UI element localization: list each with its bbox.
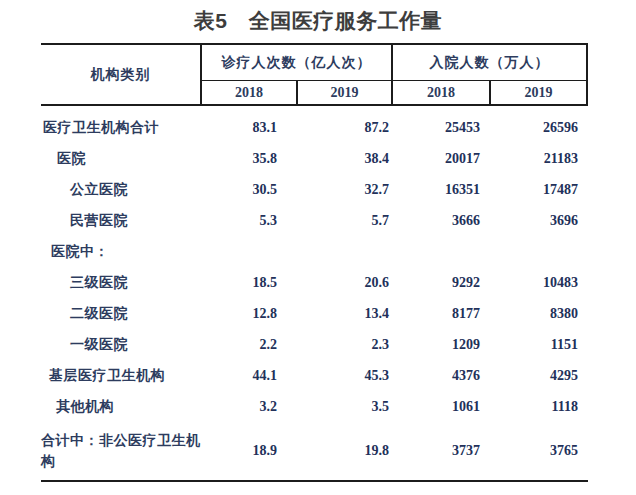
value-cell: 20017	[393, 151, 491, 167]
row-label: 二级医院	[41, 303, 202, 324]
report-page: 表5 全国医疗服务工作量 机构类别 诊疗人次数（亿人次） 2018 2019 入…	[0, 0, 636, 495]
table-row: 二级医院 12.8 13.4 8177 8380	[41, 298, 588, 329]
value-cell: 25453	[393, 120, 491, 136]
value-cell: 1209	[393, 337, 491, 353]
value-cell: 13.4	[298, 306, 393, 322]
year-header-2018: 2018	[202, 81, 298, 104]
value-cell: 5.3	[202, 213, 298, 229]
table-row: 医疗卫生机构合计 83.1 87.2 25453 26596	[41, 112, 588, 143]
value-cell: 19.8	[298, 443, 393, 459]
year-header-2019: 2019	[491, 81, 586, 104]
table-row: 合计中：非公医疗卫生机构 18.9 19.8 3737 3765	[41, 422, 588, 480]
medical-service-workload-table: 机构类别 诊疗人次数（亿人次） 2018 2019 入院人数（万人） 2018 …	[41, 43, 588, 482]
value-cell: 38.4	[298, 151, 393, 167]
category-header-cell: 机构类别	[41, 45, 202, 104]
row-label: 医疗卫生机构合计	[41, 117, 202, 138]
group-label-admissions: 入院人数（万人）	[393, 45, 586, 81]
row-label: 其他机构	[41, 396, 202, 417]
row-label: 基层医疗卫生机构	[41, 365, 202, 386]
table-row: 民营医院 5.3 5.7 3666 3696	[41, 205, 588, 236]
row-label: 一级医院	[41, 334, 202, 355]
table-row: 三级医院 18.5 20.6 9292 10483	[41, 267, 588, 298]
value-cell: 45.3	[298, 368, 393, 384]
value-cell: 26596	[491, 120, 588, 136]
year-header-2018: 2018	[393, 81, 491, 104]
row-label: 三级医院	[41, 272, 202, 293]
table-row: 基层医疗卫生机构 44.1 45.3 4376 4295	[41, 360, 588, 391]
value-cell: 32.7	[298, 182, 393, 198]
group-label-visits: 诊疗人次数（亿人次）	[202, 45, 391, 81]
value-cell: 3765	[491, 443, 588, 459]
table-row: 医院 35.8 38.4 20017 21183	[41, 143, 588, 174]
value-cell: 3696	[491, 213, 588, 229]
value-cell: 5.7	[298, 213, 393, 229]
value-cell: 35.8	[202, 151, 298, 167]
table-title: 表5 全国医疗服务工作量	[0, 7, 636, 35]
value-cell: 17487	[491, 182, 588, 198]
value-cell: 44.1	[202, 368, 298, 384]
value-cell: 18.5	[202, 275, 298, 291]
column-group-visits: 诊疗人次数（亿人次） 2018 2019	[202, 45, 393, 104]
value-cell: 1151	[491, 337, 588, 353]
value-cell: 21183	[491, 151, 588, 167]
value-cell: 3.5	[298, 399, 393, 415]
value-cell: 16351	[393, 182, 491, 198]
value-cell: 8177	[393, 306, 491, 322]
row-label: 医院	[41, 148, 202, 169]
value-cell: 1061	[393, 399, 491, 415]
year-subheader-row: 2018 2019	[202, 81, 391, 104]
table-row: 医院中：	[41, 236, 588, 267]
value-cell: 9292	[393, 275, 491, 291]
value-cell: 3666	[393, 213, 491, 229]
row-label: 合计中：非公医疗卫生机构	[41, 430, 202, 472]
table-row: 其他机构 3.2 3.5 1061 1118	[41, 391, 588, 422]
year-subheader-row: 2018 2019	[393, 81, 586, 104]
table-row: 一级医院 2.2 2.3 1209 1151	[41, 329, 588, 360]
value-cell: 87.2	[298, 120, 393, 136]
table-body: 医疗卫生机构合计 83.1 87.2 25453 26596 医院 35.8 3…	[41, 106, 588, 480]
value-cell: 18.9	[202, 443, 298, 459]
column-group-admissions: 入院人数（万人） 2018 2019	[393, 45, 588, 104]
table-header: 机构类别 诊疗人次数（亿人次） 2018 2019 入院人数（万人） 2018 …	[41, 45, 588, 106]
value-cell: 30.5	[202, 182, 298, 198]
row-label: 民营医院	[41, 210, 202, 231]
value-cell: 3.2	[202, 399, 298, 415]
value-cell: 2.3	[298, 337, 393, 353]
table-row: 公立医院 30.5 32.7 16351 17487	[41, 174, 588, 205]
value-cell: 2.2	[202, 337, 298, 353]
value-cell: 10483	[491, 275, 588, 291]
value-cell: 4376	[393, 368, 491, 384]
value-cell: 12.8	[202, 306, 298, 322]
value-cell: 3737	[393, 443, 491, 459]
value-cell: 8380	[491, 306, 588, 322]
value-cell: 83.1	[202, 120, 298, 136]
year-header-2019: 2019	[298, 81, 391, 104]
row-label: 公立医院	[41, 179, 202, 200]
value-cell: 4295	[491, 368, 588, 384]
value-cell: 1118	[491, 399, 588, 415]
value-cell: 20.6	[298, 275, 393, 291]
row-label: 医院中：	[41, 241, 202, 262]
